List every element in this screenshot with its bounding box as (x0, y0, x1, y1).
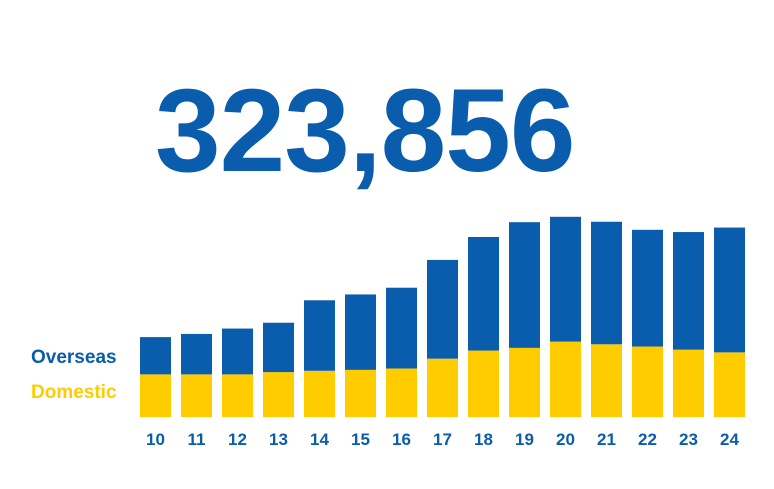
bar-overseas-15 (345, 294, 376, 370)
x-tick-label-19: 19 (515, 430, 534, 449)
x-tick-label-11: 11 (188, 430, 206, 449)
bar-overseas-21 (591, 221, 622, 345)
x-tick-labels: 10 11 12 13 14 15 16 17 18 19 20 21 22 23 24 (146, 430, 739, 449)
bar-overseas-12 (222, 328, 253, 375)
x-tick-label-17: 17 (433, 430, 452, 449)
bar-overseas-18 (468, 236, 499, 351)
x-tick-label-14: 14 (310, 430, 329, 449)
legend-label-domestic: Domestic (31, 382, 117, 403)
bar-overseas-14 (304, 300, 335, 371)
bar-domestic-24 (714, 352, 745, 417)
x-tick-label-22: 22 (638, 430, 657, 449)
bar-domestic-23 (673, 349, 704, 417)
headline-total: 323,856 (155, 65, 576, 197)
bar-domestic-14 (304, 370, 335, 417)
bar-overseas-17 (427, 259, 458, 359)
bar-domestic-22 (632, 346, 663, 417)
x-tick-label-15: 15 (351, 430, 370, 449)
bar-domestic-13 (263, 372, 294, 417)
bar-domestic-10 (140, 374, 171, 417)
bar-overseas-20 (550, 216, 581, 342)
bar-overseas-24 (714, 227, 745, 353)
bar-domestic-21 (591, 344, 622, 417)
bars-group (140, 216, 745, 417)
x-tick-label-21: 21 (597, 430, 616, 449)
bar-domestic-18 (468, 350, 499, 417)
bar-overseas-10 (140, 337, 171, 375)
bar-overseas-16 (386, 287, 417, 369)
bar-domestic-16 (386, 368, 417, 417)
bar-domestic-17 (427, 358, 458, 417)
bar-domestic-20 (550, 341, 581, 417)
x-tick-label-16: 16 (392, 430, 411, 449)
bar-domestic-15 (345, 369, 376, 417)
bar-domestic-19 (509, 347, 540, 417)
x-tick-label-10: 10 (146, 430, 165, 449)
x-tick-label-13: 13 (269, 430, 288, 449)
x-tick-label-12: 12 (228, 430, 247, 449)
bar-overseas-22 (632, 229, 663, 347)
legend-label-overseas: Overseas (31, 347, 117, 368)
x-tick-label-23: 23 (679, 430, 698, 449)
x-tick-label-24: 24 (720, 430, 739, 449)
bar-overseas-11 (181, 333, 212, 375)
bar-overseas-23 (673, 232, 704, 350)
legend: Overseas Domestic (31, 347, 117, 403)
x-tick-label-18: 18 (474, 430, 493, 449)
bar-domestic-11 (181, 374, 212, 417)
bar-overseas-19 (509, 222, 540, 348)
bar-domestic-12 (222, 374, 253, 417)
bar-overseas-13 (263, 322, 294, 373)
x-tick-label-20: 20 (556, 430, 575, 449)
